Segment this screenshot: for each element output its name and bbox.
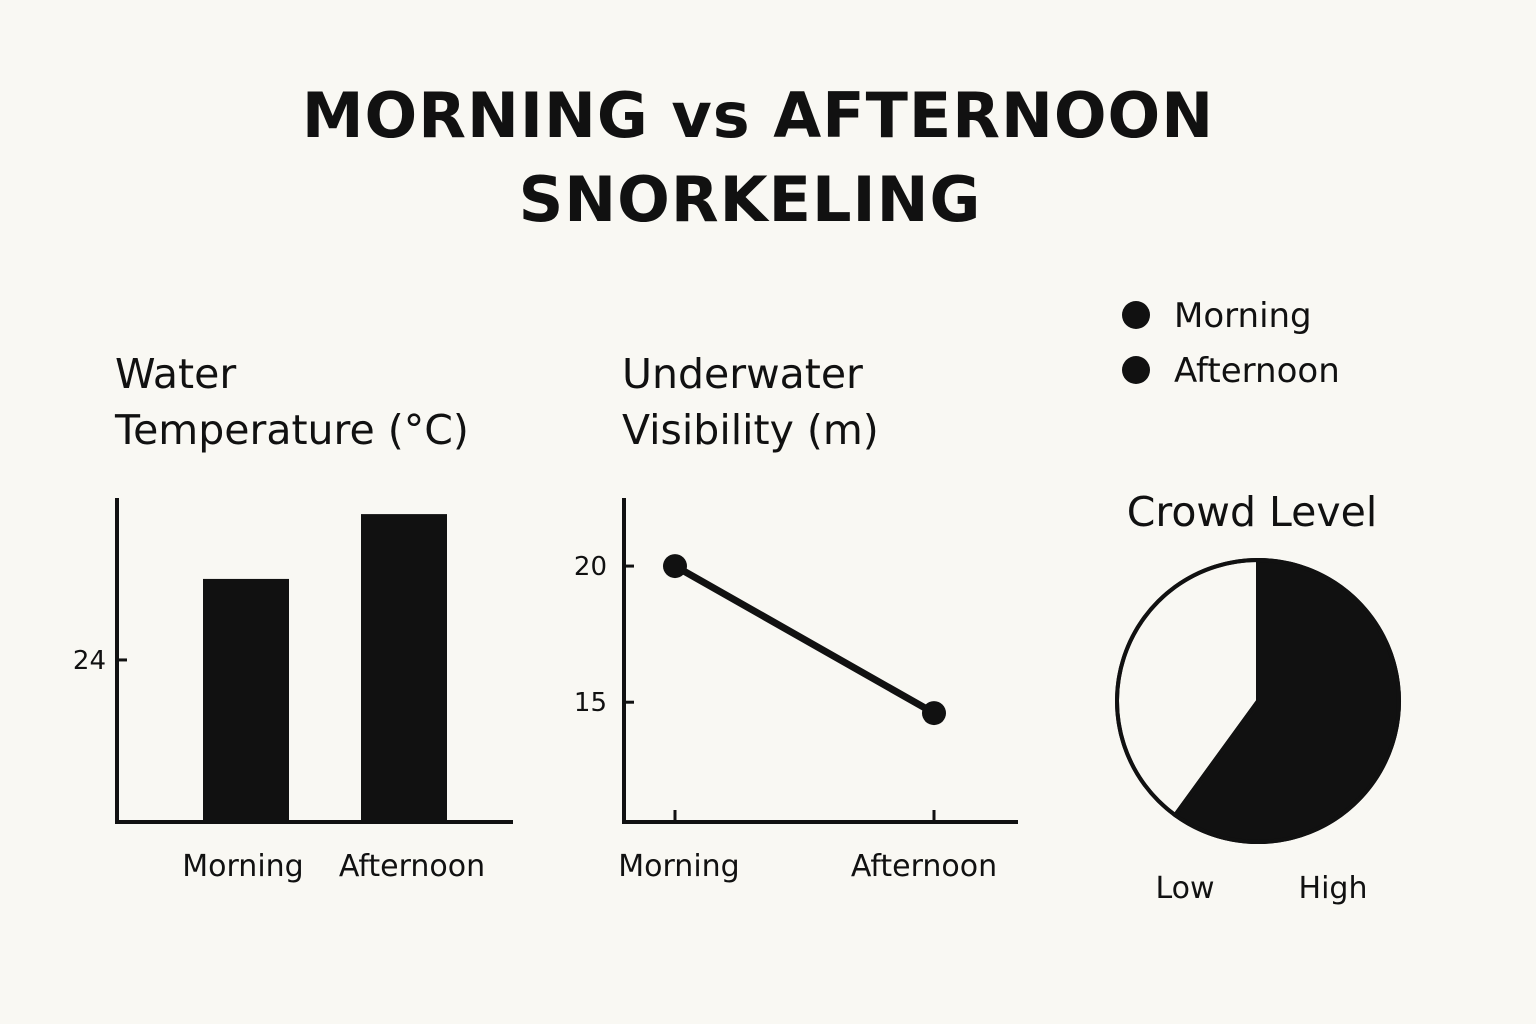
visibility-chart: Underwater Visibility (m) 20 15 Morning … xyxy=(574,350,1018,884)
temperature-y-tick-label: 24 xyxy=(73,646,106,676)
temperature-bar-morning xyxy=(203,578,289,822)
visibility-category-afternoon: Afternoon xyxy=(851,849,997,884)
visibility-point-afternoon xyxy=(922,701,946,726)
visibility-title-line-2: Visibility (m) xyxy=(622,406,879,454)
crowd-label-high: High xyxy=(1299,871,1368,906)
visibility-category-morning: Morning xyxy=(618,849,739,884)
crowd-label-low: Low xyxy=(1155,871,1214,906)
temperature-title-line-2: Temperature (°C) xyxy=(114,406,469,454)
temperature-category-morning: Morning xyxy=(182,849,303,884)
legend: Morning Afternoon xyxy=(1122,296,1340,391)
crowd-chart: Crowd Level Low High xyxy=(1115,488,1401,906)
visibility-point-morning xyxy=(663,554,687,579)
visibility-y-tick-label-20: 20 xyxy=(574,552,607,582)
crowd-title: Crowd Level xyxy=(1127,488,1377,536)
temperature-chart: Water Temperature (°C) 24 Morning Aftern… xyxy=(73,350,513,884)
temperature-title-line-1: Water xyxy=(115,350,236,398)
legend-label-afternoon: Afternoon xyxy=(1174,351,1340,391)
temperature-bar-afternoon xyxy=(361,514,447,822)
legend-label-morning: Morning xyxy=(1174,296,1312,336)
main-title-line-1: MORNING vs AFTERNOON xyxy=(302,79,1214,152)
temperature-category-afternoon: Afternoon xyxy=(339,849,485,884)
legend-dot-afternoon xyxy=(1122,356,1150,384)
visibility-title-line-1: Underwater xyxy=(622,350,863,398)
crowd-pie-outline xyxy=(1115,558,1401,844)
visibility-series-line xyxy=(671,562,938,717)
main-title-line-2: SNORKELING xyxy=(519,163,982,236)
legend-dot-morning xyxy=(1122,301,1150,329)
visibility-y-tick-label-15: 15 xyxy=(574,688,607,718)
